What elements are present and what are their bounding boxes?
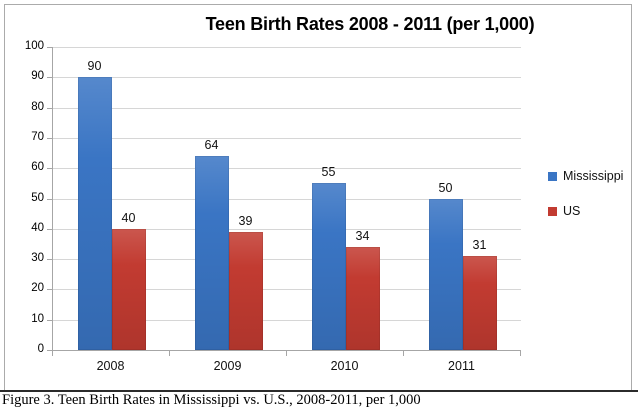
y-axis-label-80: 80 bbox=[31, 101, 44, 113]
x-tick-1 bbox=[169, 351, 170, 356]
bar-value-label-us-2010: 34 bbox=[355, 228, 370, 243]
bar-value-label-mississippi-2010: 55 bbox=[321, 165, 336, 180]
bar-value-label-mississippi-2008: 90 bbox=[87, 59, 102, 74]
gridline-70 bbox=[53, 138, 521, 139]
x-tick-0 bbox=[52, 351, 53, 356]
y-tick-30 bbox=[47, 259, 52, 260]
gridline-80 bbox=[53, 108, 521, 109]
gridline-60 bbox=[53, 168, 521, 169]
chart-legend: Mississippi US bbox=[548, 169, 623, 239]
bar-value-label-us-2009: 39 bbox=[238, 213, 253, 228]
figure-caption: Figure 3. Teen Birth Rates in Mississipp… bbox=[2, 392, 421, 408]
gridline-40 bbox=[53, 229, 521, 230]
y-axis-label-50: 50 bbox=[31, 192, 44, 204]
bar-value-label-us-2011: 31 bbox=[472, 238, 487, 253]
gridline-20 bbox=[53, 289, 521, 290]
gridline-10 bbox=[53, 320, 521, 321]
bar-mississippi-2009 bbox=[194, 156, 229, 350]
legend-swatch-mississippi bbox=[548, 171, 557, 181]
gridline-100 bbox=[53, 47, 521, 48]
x-tick-4 bbox=[520, 351, 521, 356]
bar-value-label-mississippi-2011: 50 bbox=[438, 180, 453, 195]
bar-mississippi-2010 bbox=[311, 183, 346, 350]
y-tick-70 bbox=[47, 138, 52, 139]
plot-area: 90 64 55 50 40 39 34 31 bbox=[52, 47, 521, 351]
y-tick-90 bbox=[47, 77, 52, 78]
separator-line bbox=[0, 390, 638, 392]
y-axis-label-20: 20 bbox=[31, 282, 44, 294]
y-tick-50 bbox=[47, 199, 52, 200]
legend-item-mississippi: Mississippi bbox=[548, 169, 623, 183]
bar-mississippi-2008 bbox=[77, 77, 112, 350]
legend-swatch-us bbox=[548, 206, 557, 216]
y-axis-label-60: 60 bbox=[31, 161, 44, 173]
y-axis-label-70: 70 bbox=[31, 131, 44, 143]
y-axis-label-100: 100 bbox=[24, 40, 44, 52]
y-axis-label-30: 30 bbox=[31, 252, 44, 264]
y-tick-0 bbox=[47, 350, 52, 351]
y-tick-20 bbox=[47, 289, 52, 290]
y-axis-label-40: 40 bbox=[31, 222, 44, 234]
y-tick-10 bbox=[47, 320, 52, 321]
x-tick-2 bbox=[286, 351, 287, 356]
y-axis-label-90: 90 bbox=[31, 70, 44, 82]
bar-value-label-us-2008: 40 bbox=[121, 210, 136, 225]
y-tick-100 bbox=[47, 47, 52, 48]
bar-us-2010 bbox=[345, 246, 380, 350]
legend-label-mississippi: Mississippi bbox=[563, 169, 624, 183]
legend-item-us: US bbox=[548, 204, 623, 218]
chart-title: Teen Birth Rates 2008 - 2011 (per 1,000) bbox=[205, 14, 535, 34]
legend-label-us: US bbox=[563, 204, 581, 218]
y-axis-label-0: 0 bbox=[37, 343, 44, 355]
bar-us-2011 bbox=[462, 256, 497, 350]
x-tick-3 bbox=[403, 351, 404, 356]
gridline-90 bbox=[53, 77, 521, 78]
bar-mississippi-2011 bbox=[428, 198, 463, 350]
bar-us-2008 bbox=[111, 228, 146, 350]
gridline-30 bbox=[53, 259, 521, 260]
x-axis-label-2011: 2011 bbox=[448, 359, 475, 373]
x-axis-label-2008: 2008 bbox=[96, 359, 125, 373]
y-tick-80 bbox=[47, 108, 52, 109]
y-tick-60 bbox=[47, 168, 52, 169]
y-tick-40 bbox=[47, 229, 52, 230]
bar-us-2009 bbox=[228, 231, 263, 350]
y-axis-label-10: 10 bbox=[31, 313, 44, 325]
x-axis-label-2009: 2009 bbox=[213, 359, 242, 373]
bar-value-label-mississippi-2009: 64 bbox=[204, 138, 219, 153]
gridline-50 bbox=[53, 199, 521, 200]
x-axis-label-2010: 2010 bbox=[330, 359, 359, 373]
